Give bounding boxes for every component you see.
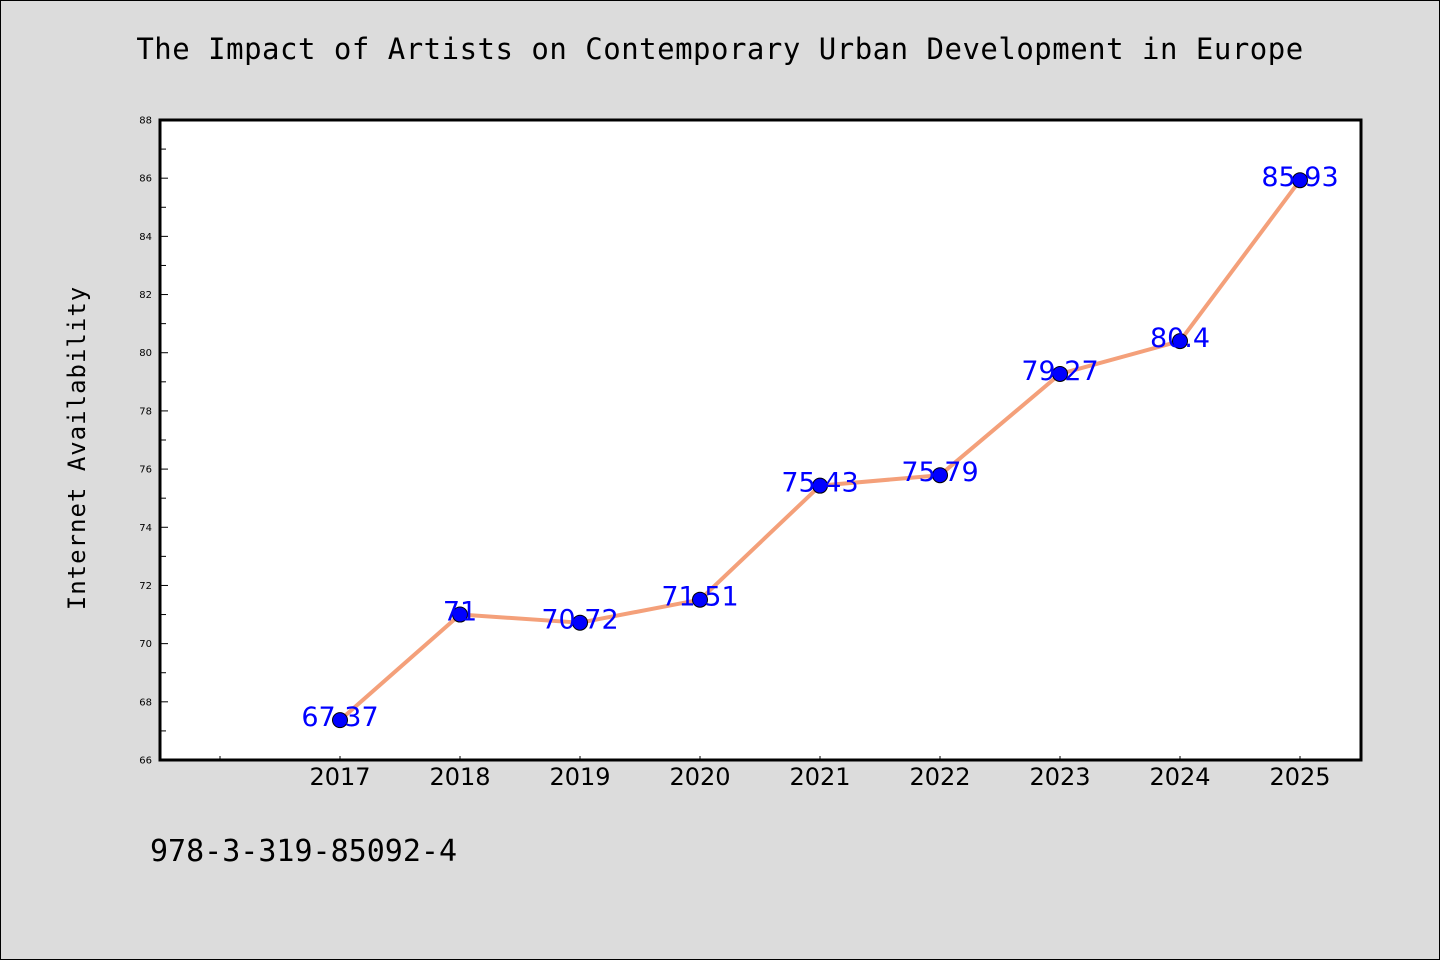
y-tick-label: 88 (139, 116, 152, 127)
y-axis-ticks: 66 68 70 72 74 76 78 80 82 84 86 88 (139, 116, 168, 767)
data-label: 85.93 (1261, 162, 1338, 193)
data-point (812, 477, 828, 494)
data-point (932, 467, 948, 484)
y-tick-label: 84 (139, 232, 152, 243)
y-tick-label: 74 (139, 523, 152, 534)
data-labels: 67.37 71 70.72 71.51 75.43 75.79 79.27 80.4 85.9… (301, 162, 1338, 733)
y-tick-label: 66 (139, 756, 152, 767)
data-label: 71.51 (661, 582, 738, 613)
x-tick-label: 2019 (549, 763, 610, 791)
data-label: 79.27 (1021, 356, 1098, 387)
x-tick-label: 2022 (909, 763, 970, 791)
data-label: 75.43 (781, 468, 858, 499)
x-tick-label: 2017 (309, 763, 370, 791)
x-tick-label: 2021 (789, 763, 850, 791)
x-tick-label: 2025 (1269, 763, 1330, 791)
data-label: 80.4 (1150, 323, 1210, 354)
y-tick-label: 76 (139, 465, 152, 476)
plot-area (158, 118, 1363, 762)
data-label: 75.79 (901, 457, 978, 488)
data-point (692, 591, 708, 608)
data-label: 70.72 (541, 605, 618, 636)
y-tick-label: 80 (139, 348, 152, 359)
series-group (332, 172, 1308, 729)
isbn-text: 978-3-319-85092-4 (150, 834, 458, 869)
y-tick-label: 78 (139, 406, 152, 417)
x-tick-label: 2024 (1149, 763, 1210, 791)
x-tick-label: 2023 (1029, 763, 1090, 791)
data-point (1172, 333, 1188, 350)
y-tick-label: 72 (139, 581, 152, 592)
data-point (1052, 365, 1068, 382)
data-label: 67.37 (301, 702, 378, 733)
y-tick-label: 82 (139, 290, 152, 301)
y-tick-label: 86 (139, 174, 152, 185)
y-tick-label: 68 (139, 697, 152, 708)
data-label: 71 (443, 597, 477, 628)
x-axis-ticks: 2017 2018 2019 2020 2021 2022 2023 2024 2025 (219, 756, 1331, 791)
y-tick-label: 70 (139, 639, 152, 650)
x-tick-label: 2020 (669, 763, 730, 791)
data-point (1292, 172, 1308, 189)
data-point (332, 712, 348, 729)
data-point (452, 606, 468, 623)
chart-title: The Impact of Artists on Contemporary Ur… (136, 32, 1304, 66)
x-tick-label: 2018 (429, 763, 490, 791)
y-axis-title: Internet Availability (63, 286, 91, 610)
data-point (572, 614, 588, 631)
